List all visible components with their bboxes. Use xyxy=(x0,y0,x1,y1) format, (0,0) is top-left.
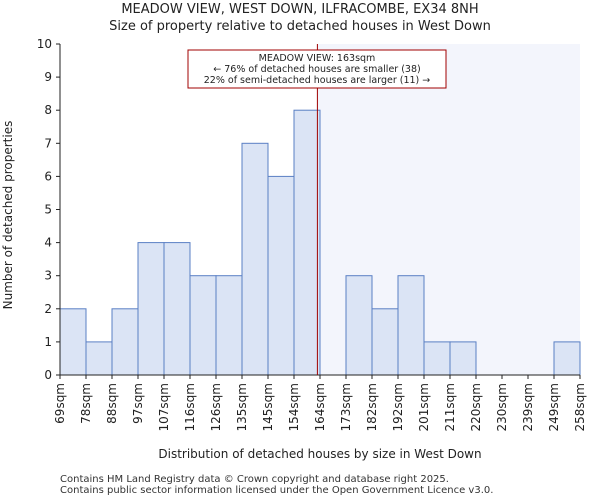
annotation-line: MEADOW VIEW: 163sqm xyxy=(259,53,376,64)
x-tick-label: 164sqm xyxy=(313,383,327,431)
x-tick-label: 239sqm xyxy=(521,383,535,431)
y-axis-label: Number of detached properties xyxy=(1,121,15,310)
x-tick-label: 88sqm xyxy=(105,383,119,424)
bar xyxy=(111,308,139,376)
bar xyxy=(241,142,269,376)
bar xyxy=(397,275,425,376)
annotation-line: ← 76% of detached houses are smaller (38… xyxy=(213,64,420,75)
annotation-line: 22% of semi-detached houses are larger (… xyxy=(204,75,431,86)
x-tick-label: 69sqm xyxy=(53,383,67,424)
footer-line-2: Contains public sector information licen… xyxy=(60,485,494,496)
y-tick-label: 0 xyxy=(44,368,52,382)
bar xyxy=(189,275,217,376)
x-tick-label: 230sqm xyxy=(495,383,509,431)
bar xyxy=(215,275,243,376)
annotation-box xyxy=(187,49,447,89)
x-tick-label: 145sqm xyxy=(261,383,275,431)
x-tick-label: 107sqm xyxy=(157,383,171,431)
x-tick-label: 220sqm xyxy=(469,383,483,431)
bar xyxy=(553,341,581,376)
x-tick-label: 126sqm xyxy=(209,383,223,431)
bar xyxy=(423,341,451,376)
y-tick-label: 9 xyxy=(44,70,52,84)
y-tick-label: 1 xyxy=(44,335,52,349)
y-tick-label: 7 xyxy=(44,136,52,150)
bar xyxy=(371,308,399,376)
bar xyxy=(345,275,373,376)
bar xyxy=(267,175,295,376)
chart-subtitle: Size of property relative to detached ho… xyxy=(109,19,491,34)
x-tick-label: 135sqm xyxy=(235,383,249,431)
y-tick-label: 6 xyxy=(44,169,52,183)
bar xyxy=(449,341,477,376)
y-tick-label: 8 xyxy=(44,103,52,117)
x-axis-label: Distribution of detached houses by size … xyxy=(158,447,481,461)
x-tick-label: 201sqm xyxy=(417,383,431,431)
bar xyxy=(163,242,191,376)
y-tick-label: 10 xyxy=(37,37,52,51)
bar xyxy=(59,308,87,376)
y-tick-label: 3 xyxy=(44,269,52,283)
x-tick-label: 78sqm xyxy=(79,383,93,424)
x-tick-label: 249sqm xyxy=(547,383,561,431)
y-tick-label: 5 xyxy=(44,203,52,217)
x-tick-label: 154sqm xyxy=(287,383,301,431)
chart-title: MEADOW VIEW, WEST DOWN, ILFRACOMBE, EX34… xyxy=(121,2,479,17)
footer-line-1: Contains HM Land Registry data © Crown c… xyxy=(60,474,449,485)
bar xyxy=(137,242,165,376)
x-tick-label: 258sqm xyxy=(573,383,587,431)
x-tick-label: 116sqm xyxy=(183,383,197,431)
y-tick-label: 2 xyxy=(44,302,52,316)
bar xyxy=(293,109,321,376)
bar xyxy=(85,341,113,376)
x-tick-label: 192sqm xyxy=(391,383,405,431)
y-tick-label: 4 xyxy=(44,236,52,250)
x-tick-label: 182sqm xyxy=(365,383,379,431)
x-tick-label: 97sqm xyxy=(131,383,145,424)
x-tick-label: 211sqm xyxy=(443,383,457,431)
x-tick-label: 173sqm xyxy=(339,383,353,431)
